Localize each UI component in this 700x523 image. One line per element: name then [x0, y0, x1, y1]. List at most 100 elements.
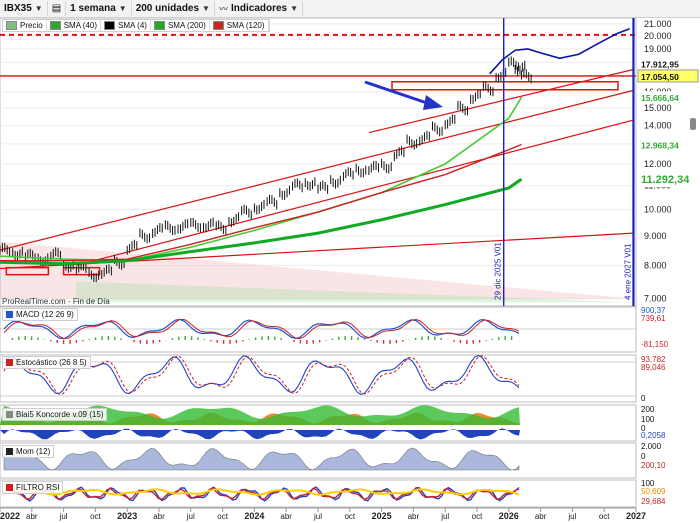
symbol-select[interactable]: IBX35 ▼	[0, 1, 48, 16]
stoch-icon	[6, 359, 13, 366]
legend-label: SMA (200)	[167, 21, 206, 30]
y-tick-label: 12.000	[644, 159, 672, 169]
pane-value-label: 0	[641, 452, 646, 461]
legend-swatch	[49, 21, 61, 30]
pane-value-label: -81,150	[641, 340, 669, 349]
annotation-arrowhead	[423, 95, 443, 110]
pane-frame	[0, 479, 637, 508]
legend-item[interactable]: SMA (40)	[47, 20, 102, 31]
price-label-box	[638, 91, 698, 104]
momentum-area	[3, 447, 520, 471]
document-icon: ▤	[51, 3, 62, 14]
rsi-yellow-line	[3, 488, 520, 496]
y-tick-label: 10.000	[644, 205, 672, 215]
macd-signal-line	[3, 318, 520, 340]
scrollbar-thumb	[690, 118, 696, 130]
rsi-pane-label[interactable]: FILTRO RSI	[2, 481, 64, 494]
pane-frame	[0, 306, 637, 353]
credit-text: ProRealTime.com - Fin de Día	[2, 297, 110, 306]
indicator-wave-icon: 〰	[218, 4, 228, 14]
legend-item[interactable]: SMA (120)	[210, 20, 269, 31]
x-tick-label: abr	[153, 512, 165, 521]
y-tick-label: 19.000	[644, 44, 672, 54]
koncorde-green-area	[0, 405, 520, 425]
legend-label: Precio	[20, 21, 43, 30]
rsi-label: FILTRO RSI	[16, 483, 60, 492]
x-tick-label: jul	[313, 512, 322, 521]
legend-item[interactable]: SMA (4)	[101, 20, 151, 31]
pane-value-label: 200,10	[641, 461, 666, 470]
pane-value-label: 100	[641, 415, 655, 424]
x-tick-label: oct	[344, 512, 355, 521]
x-tick-label: abr	[280, 512, 292, 521]
mom-pane-label[interactable]: Mom (12)	[2, 445, 55, 458]
period-select[interactable]: 1 semana ▼	[66, 1, 132, 16]
price-pane: 29 dic 2025 V01 4 ene 2027 V01	[0, 18, 636, 306]
x-tick-label: oct	[472, 512, 483, 521]
vertical-marker-label: 29 dic 2025 V01	[494, 242, 503, 300]
x-tick-label: abr	[408, 512, 420, 521]
pane-value-label: 50,609	[641, 487, 666, 496]
pane-value-label: 200	[641, 405, 655, 414]
price-label-text: 17.054,50	[641, 72, 679, 82]
indicators-button[interactable]: 〰 Indicadores ▼	[215, 1, 304, 16]
symbol-label: IBX35	[4, 3, 32, 14]
trend-line	[76, 119, 634, 266]
x-tick-label: 2025	[372, 511, 392, 521]
legend-label: SMA (40)	[63, 21, 98, 30]
price-label-text: 17.912,95	[641, 60, 679, 70]
macd-line	[3, 318, 520, 340]
chevron-down-icon: ▼	[202, 4, 210, 13]
x-tick-label: 2022	[0, 511, 20, 521]
legend-swatch	[104, 21, 116, 30]
indicator-panes	[0, 318, 636, 502]
x-tick-label: 2023	[117, 511, 137, 521]
shaded-area	[76, 281, 634, 303]
pane-value-label: 0	[641, 394, 646, 403]
legend-swatch	[153, 21, 165, 30]
units-select[interactable]: 200 unidades ▼	[132, 1, 215, 16]
x-tick-label: jul	[186, 512, 195, 521]
blai5-pane-label[interactable]: Blai5 Koncorde v.09 (15)	[2, 408, 108, 421]
x-tick-label: jul	[59, 512, 68, 521]
price-label-text: 15.666,64	[641, 93, 679, 103]
y-tick-label: 8.000	[644, 260, 667, 270]
y-tick-label: 21.000	[644, 19, 672, 29]
fundamentals-button[interactable]: ▤	[48, 1, 67, 16]
x-tick-label: oct	[90, 512, 101, 521]
stoch-pane-label[interactable]: Estocástico (26 8 5)	[2, 356, 91, 369]
pane-value-label: 89,046	[641, 363, 666, 372]
macd-pane-label[interactable]: MACD (12 26 9)	[2, 308, 78, 321]
pane-value-label: 2.000	[641, 442, 662, 451]
period-label: 1 semana	[70, 3, 116, 14]
trend-line	[368, 68, 634, 134]
pane-value-label: 0	[641, 424, 646, 433]
x-tick-label: abr	[535, 512, 547, 521]
series-line	[489, 27, 630, 75]
macd-icon	[6, 311, 13, 318]
x-tick-label: 2027	[626, 511, 646, 521]
toolbar: IBX35 ▼ ▤ 1 semana ▼ 200 unidades ▼ 〰 Indica…	[0, 0, 700, 18]
rsi-red-line	[3, 487, 520, 501]
x-tick-label: oct	[217, 512, 228, 521]
support-box	[5, 266, 50, 276]
chevron-down-icon: ▼	[290, 4, 299, 13]
series-line	[0, 177, 523, 266]
legend-label: SMA (4)	[118, 21, 147, 30]
x-tick-label: 2024	[244, 511, 264, 521]
pane-value-label: 739,61	[641, 314, 666, 323]
x-tick-label: oct	[599, 512, 610, 521]
x-tick-label: 2026	[499, 511, 519, 521]
vertical-marker-label: 4 ene 2027 V01	[623, 243, 632, 300]
price-label-text: 12.968,34	[641, 140, 679, 150]
legend-item[interactable]: Precio	[3, 20, 47, 31]
legend-label: SMA (120)	[226, 21, 265, 30]
trend-line	[0, 89, 634, 251]
resistance-box	[391, 80, 619, 91]
legend-item[interactable]: SMA (200)	[151, 20, 210, 31]
x-tick-label: jul	[440, 512, 449, 521]
y-tick-label: 15.000	[644, 103, 672, 113]
legend-swatch	[6, 21, 17, 30]
pane-value-label: 900,37	[641, 306, 666, 315]
